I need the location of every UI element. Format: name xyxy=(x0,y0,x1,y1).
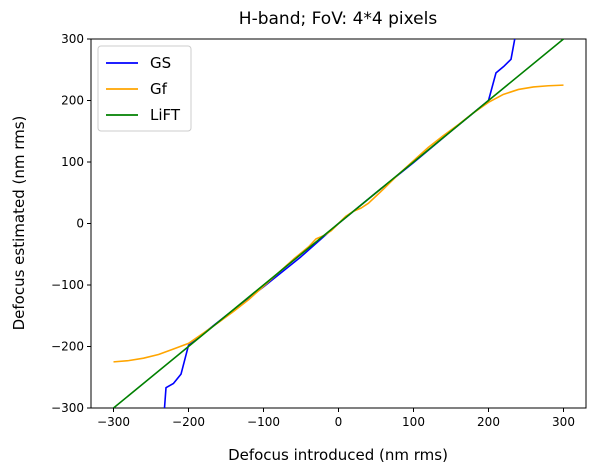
y-tick-label: 100 xyxy=(61,155,84,169)
y-axis-label: Defocus estimated (nm rms) xyxy=(10,116,28,331)
y-tick-label: 0 xyxy=(76,217,84,231)
series-line-lift xyxy=(112,39,565,408)
y-tick-label: 200 xyxy=(61,94,84,108)
series-layer xyxy=(112,39,565,408)
legend-box xyxy=(97,45,192,132)
x-tick-label: −300 xyxy=(97,415,130,429)
series-line-gs xyxy=(163,39,516,408)
x-tick-label: 300 xyxy=(552,415,575,429)
x-tick-label: −100 xyxy=(247,415,280,429)
x-tick-label: 200 xyxy=(477,415,500,429)
legend-label-gf: Gf xyxy=(150,80,168,98)
legend-label-gs: GS xyxy=(150,54,171,72)
x-tick-label: −200 xyxy=(172,415,205,429)
y-tick-label: −200 xyxy=(51,340,84,354)
x-axis-label: Defocus introduced (nm rms) xyxy=(228,446,448,464)
chart-title: H-band; FoV: 4*4 pixels xyxy=(239,9,438,29)
y-tick-label: 300 xyxy=(61,32,84,46)
x-tick-label: 100 xyxy=(402,415,425,429)
legend-label-lift: LiFT xyxy=(150,106,181,124)
x-tick-label: 0 xyxy=(335,415,343,429)
y-tick-label: −100 xyxy=(51,278,84,292)
legend: GS Gf LiFT xyxy=(97,45,192,132)
y-tick-label: −300 xyxy=(51,401,84,415)
y-axis-ticks: −300 −200 −100 0 100 200 300 xyxy=(51,32,91,415)
x-axis-ticks: −300 −200 −100 0 100 200 300 xyxy=(97,408,575,429)
